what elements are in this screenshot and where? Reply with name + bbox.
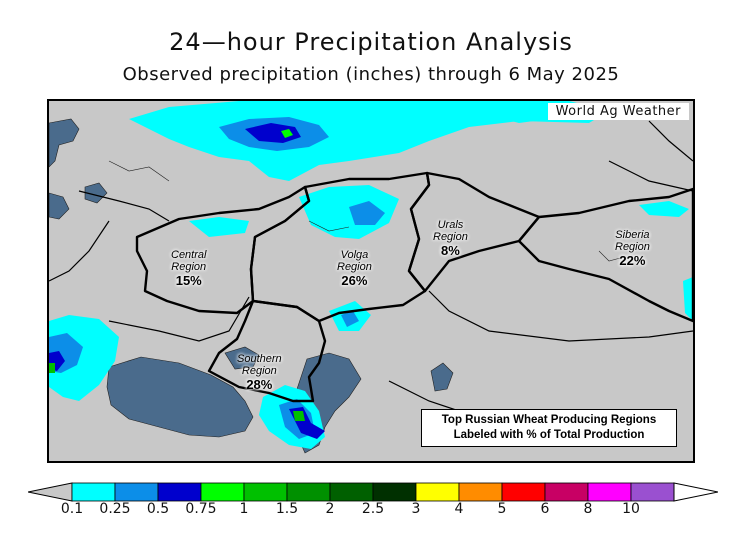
lake-ladoga (84, 182, 108, 204)
precip-volga-south-mid (341, 311, 359, 327)
coast-2 (308, 220, 350, 232)
credit-label: World Ag Weather (547, 103, 689, 120)
siberia-region-label: Siberia Region 22% (615, 229, 650, 267)
siberia-region-name-1: Siberia (615, 229, 650, 241)
colorbar-cell-10 (501, 482, 546, 502)
colorbar-cells (28, 482, 718, 502)
border-2 (428, 290, 693, 342)
siberia-region-pct: 22% (619, 253, 646, 268)
central-region-pct: 15% (175, 273, 202, 288)
colorbar-tick-3: 0.75 (185, 501, 217, 517)
border-1 (78, 190, 170, 222)
colorbar-low-arrow (28, 482, 73, 502)
border-6 (108, 296, 250, 342)
map-graphic (49, 101, 693, 454)
map-title: 24—hour Precipitation Analysis (169, 28, 573, 56)
central-region-label: Central Region 15% (171, 249, 206, 287)
wheat-region-outlines (135, 171, 693, 403)
colorbar-tick-11: 6 (540, 501, 550, 517)
precip-central-cyan (189, 217, 249, 237)
coast-3 (598, 250, 625, 262)
central-region-name-1: Central (171, 249, 207, 261)
southern-region-name-1: Southern (237, 353, 282, 365)
border-7 (49, 220, 110, 282)
colorbar-cell-3 (200, 482, 245, 502)
colorbar-tick-0: 0.1 (60, 501, 84, 517)
colorbar-tick-8: 3 (411, 501, 421, 517)
colorbar-tick-9: 4 (454, 501, 464, 517)
precip-east-edge (683, 277, 693, 321)
colorbar-tick-10: 5 (497, 501, 507, 517)
note-box: Top Russian Wheat Producing Regions Labe… (421, 409, 677, 447)
volga-region-name-1: Volga (340, 249, 369, 261)
colorbar-cell-13 (630, 482, 675, 502)
volga-region-name-2: Region (337, 261, 372, 273)
precipitation-map: World Ag Weather Central Region 15% Volg… (47, 99, 695, 463)
precip-caucasus-core (293, 411, 305, 421)
precip-north-heavy (245, 123, 301, 143)
colorbar-cell-0 (71, 482, 116, 502)
colorbar-tick-labels: 0.1 0.25 0.5 0.75 1 1.5 2 2.5 3 4 5 6 8 10 (0, 501, 742, 521)
siberia-region-name-2: Region (615, 241, 650, 253)
aral-sea (430, 362, 454, 392)
colorbar-tick-4: 1 (239, 501, 249, 517)
colorbar-tick-5: 1.5 (275, 501, 299, 517)
precip-volga-band (299, 185, 399, 239)
central-region-outline (135, 185, 311, 315)
colorbar-tick-7: 2.5 (361, 501, 385, 517)
colorbar-tick-12: 8 (583, 501, 593, 517)
colorbar-cell-7 (372, 482, 417, 502)
colorbar-cell-4 (243, 482, 288, 502)
black-sea (106, 356, 254, 438)
colorbar-tick-6: 2 (325, 501, 335, 517)
gulf-of-finland (49, 192, 70, 220)
coastlines (108, 160, 625, 262)
map-subtitle: Observed precipitation (inches) through … (122, 64, 620, 85)
border-4 (648, 120, 693, 162)
urals-region-pct: 8% (441, 243, 460, 258)
precip-siberia-cyan (639, 201, 689, 217)
siberia-region-outline (517, 187, 693, 323)
border-3 (608, 160, 693, 192)
urals-region-name-1: Urals (437, 219, 464, 231)
urals-region-outline (407, 171, 541, 293)
colorbar-cell-11 (544, 482, 589, 502)
southern-region-pct: 28% (246, 377, 273, 392)
urals-region-label: Urals Region 8% (433, 219, 468, 257)
note-line-2: Labeled with % of Total Production (453, 429, 645, 441)
colorbar-cell-5 (286, 482, 331, 502)
precip-volga-mid (349, 201, 385, 225)
colorbar-cell-9 (458, 482, 503, 502)
southern-region-name-2: Region (241, 365, 277, 377)
coast-1 (108, 160, 170, 182)
sea-of-azov (224, 346, 260, 370)
precip-west-core (49, 363, 55, 373)
note-line-1: Top Russian Wheat Producing Regions (441, 414, 657, 426)
precipitation-colorbar (28, 482, 718, 502)
volga-region-pct: 26% (341, 273, 368, 288)
colorbar-high-arrow (673, 482, 718, 502)
colorbar-cell-1 (114, 482, 159, 502)
colorbar-cell-2 (157, 482, 202, 502)
colorbar-tick-2: 0.5 (146, 501, 170, 517)
colorbar-tick-1: 0.25 (99, 501, 131, 517)
colorbar-cell-8 (415, 482, 460, 502)
volga-region-label: Volga Region 26% (337, 249, 372, 287)
colorbar-tick-13: 10 (622, 501, 640, 517)
baltic-sea (49, 118, 80, 168)
precip-north-core (281, 129, 293, 138)
colorbar-cell-6 (329, 482, 374, 502)
southern-region-outline (207, 299, 327, 403)
southern-region-label: Southern Region 28% (237, 353, 282, 391)
colorbar-cell-12 (587, 482, 632, 502)
urals-region-name-2: Region (433, 231, 468, 243)
central-region-name-2: Region (171, 261, 207, 273)
